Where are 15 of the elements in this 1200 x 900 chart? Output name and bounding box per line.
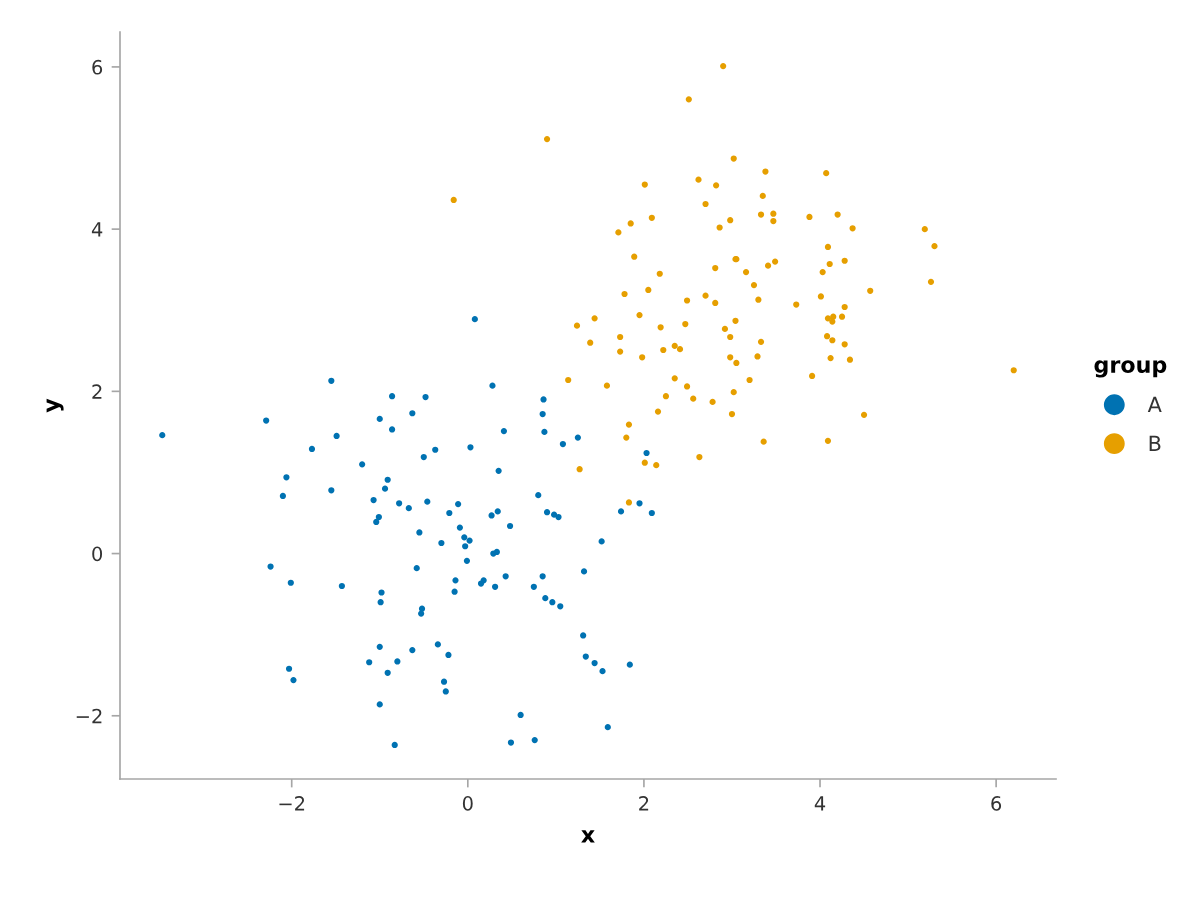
x-tick-label: −2 xyxy=(279,796,305,811)
y-tick-label: 0 xyxy=(92,546,103,562)
legend-label: B xyxy=(1149,435,1161,451)
y-axis-title: y xyxy=(46,398,64,413)
x-tick-label: 4 xyxy=(814,796,826,811)
legend-label: A xyxy=(1147,396,1162,413)
legend-title: group xyxy=(1094,360,1167,378)
y-tick-label: 2 xyxy=(92,384,102,399)
y-tick-label: −2 xyxy=(76,708,102,724)
x-tick-label: 6 xyxy=(991,796,1002,811)
x-tick-label: 2 xyxy=(639,796,649,811)
y-tick-label: 6 xyxy=(92,59,103,75)
y-tick-label: 4 xyxy=(91,222,103,237)
x-tick-label: 0 xyxy=(462,796,473,811)
x-axis-title: x xyxy=(581,830,595,843)
